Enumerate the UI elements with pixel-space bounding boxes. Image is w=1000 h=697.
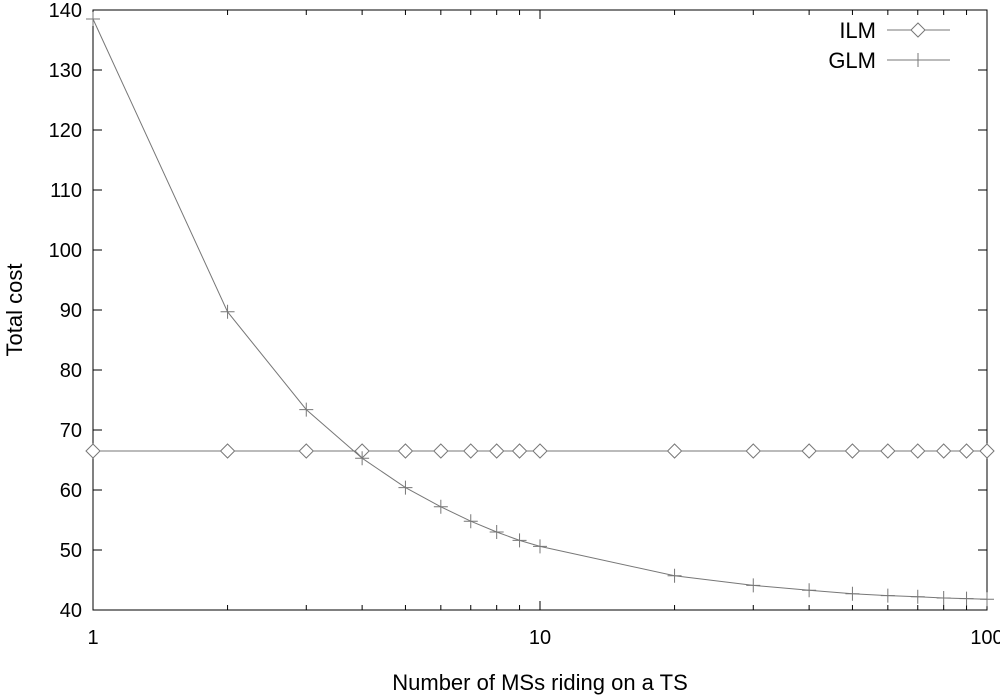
data-point-ilm (463, 443, 479, 459)
data-point-ilm (298, 443, 314, 459)
y-axis-label: Total cost (2, 264, 27, 357)
y-tick-label: 100 (49, 240, 82, 262)
data-point-glm (880, 588, 895, 603)
data-point-glm (936, 591, 951, 605)
data-point-glm (746, 578, 761, 593)
legend-item-glm: GLM (828, 48, 950, 73)
data-point-glm (533, 539, 547, 554)
series-layer (85, 12, 995, 607)
data-point-ilm (85, 443, 101, 459)
data-point-glm (489, 525, 504, 539)
y-tick-label: 40 (60, 600, 82, 622)
x-tick-label: 1 (87, 627, 98, 649)
data-point-glm (220, 304, 235, 319)
data-point-glm (980, 592, 994, 607)
y-tick-label: 80 (60, 360, 82, 382)
data-point-glm (667, 568, 682, 583)
y-tick-label: 50 (60, 540, 82, 562)
data-point-ilm (397, 443, 414, 459)
legend-label: ILM (839, 18, 876, 43)
y-tick-label: 130 (49, 60, 82, 82)
x-tick-label: 10 (529, 627, 551, 649)
data-point-glm (463, 514, 478, 529)
data-point-glm (910, 589, 925, 604)
y-tick-label: 120 (49, 120, 82, 142)
legend: ILM GLM (828, 18, 950, 73)
data-point-ilm (532, 443, 548, 459)
data-point-ilm (511, 443, 528, 459)
data-point-glm (355, 451, 370, 466)
data-point-ilm (219, 443, 236, 459)
legend-label: GLM (828, 48, 876, 73)
y-tick-label: 70 (60, 420, 82, 442)
y-tick-label: 140 (49, 0, 82, 22)
data-point-glm (845, 586, 860, 601)
y-tick-label: 60 (60, 480, 82, 502)
x-axis-label: Number of MSs riding on a TS (392, 670, 688, 695)
legend-item-ilm: ILM (839, 18, 950, 43)
series-ilm (85, 443, 995, 459)
x-tick-label: 100 (970, 627, 1000, 649)
data-point-ilm (745, 443, 761, 459)
y-tick-label: 90 (60, 300, 82, 322)
data-point-glm (86, 12, 100, 26)
data-point-ilm (433, 443, 449, 459)
data-point-ilm (958, 443, 975, 459)
y-tick-label: 110 (50, 180, 82, 202)
data-point-glm (433, 499, 448, 514)
data-point-glm (398, 480, 413, 495)
data-point-ilm (910, 443, 926, 459)
data-point-ilm (801, 443, 817, 459)
legend-marker (911, 53, 925, 67)
data-point-ilm (844, 443, 861, 459)
data-point-glm (802, 583, 817, 598)
data-point-ilm (666, 443, 683, 459)
data-point-ilm (935, 443, 952, 459)
series-glm (86, 12, 994, 607)
data-point-glm (299, 402, 314, 417)
legend-marker (910, 22, 926, 38)
data-point-ilm (488, 443, 505, 459)
data-point-ilm (880, 443, 896, 459)
data-point-glm (512, 533, 527, 548)
data-point-ilm (979, 443, 995, 459)
data-point-glm (959, 591, 974, 606)
